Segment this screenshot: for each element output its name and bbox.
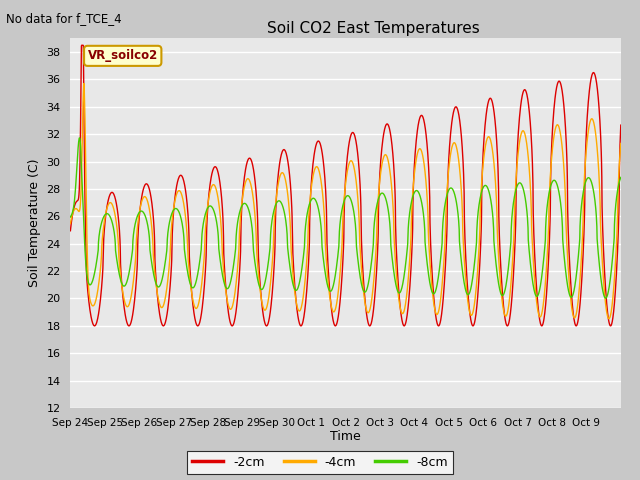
X-axis label: Time: Time [330, 431, 361, 444]
Text: No data for f_TCE_4: No data for f_TCE_4 [6, 12, 122, 25]
Text: VR_soilco2: VR_soilco2 [88, 49, 158, 62]
Legend: -2cm, -4cm, -8cm: -2cm, -4cm, -8cm [187, 451, 453, 474]
Title: Soil CO2 East Temperatures: Soil CO2 East Temperatures [267, 21, 479, 36]
Y-axis label: Soil Temperature (C): Soil Temperature (C) [28, 159, 41, 288]
